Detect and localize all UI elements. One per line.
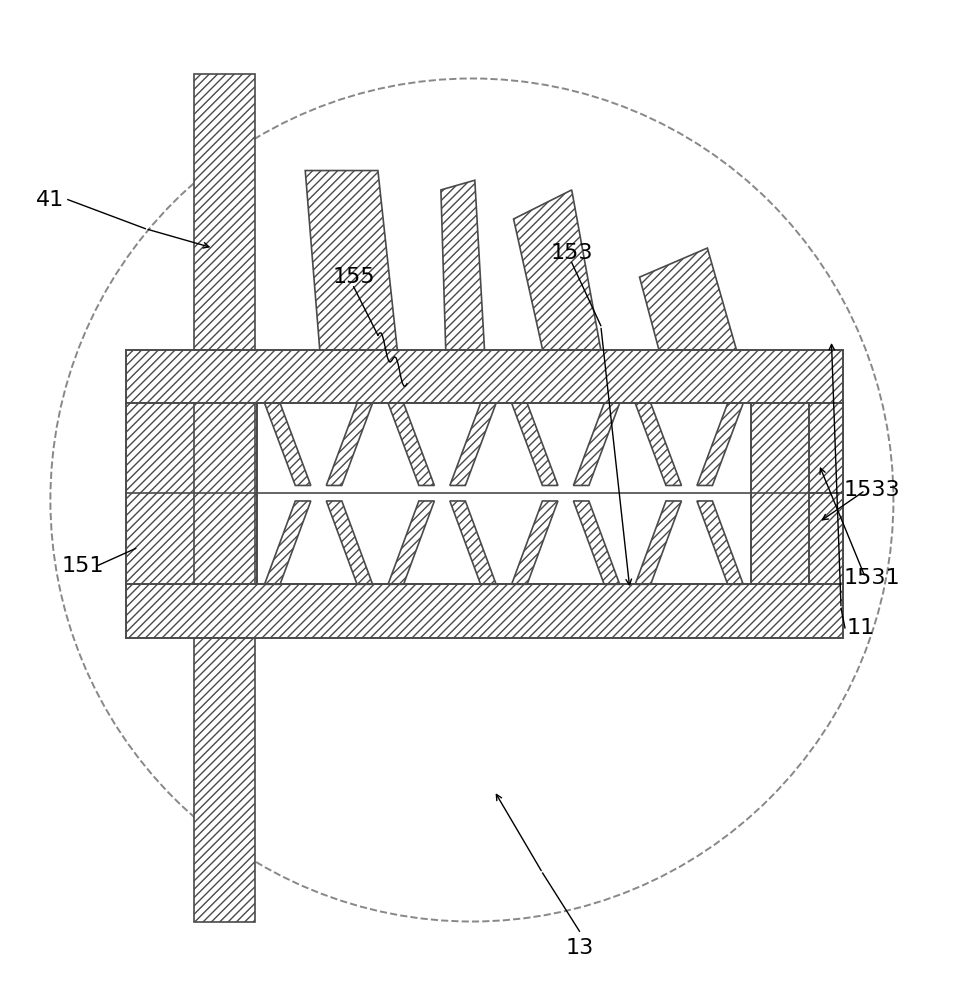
Polygon shape xyxy=(574,501,619,584)
Polygon shape xyxy=(697,501,743,584)
Polygon shape xyxy=(450,501,496,584)
Bar xyxy=(194,403,255,584)
Polygon shape xyxy=(388,403,434,485)
Text: 41: 41 xyxy=(36,190,65,210)
Bar xyxy=(194,74,255,350)
Text: 1533: 1533 xyxy=(844,480,900,500)
Polygon shape xyxy=(512,403,558,485)
Bar xyxy=(126,403,257,584)
Text: 11: 11 xyxy=(846,618,875,638)
Polygon shape xyxy=(327,403,372,485)
Bar xyxy=(126,350,843,403)
Bar xyxy=(257,403,751,584)
Polygon shape xyxy=(441,180,484,350)
Polygon shape xyxy=(327,501,372,584)
Text: 151: 151 xyxy=(61,556,104,576)
Polygon shape xyxy=(514,190,601,350)
Polygon shape xyxy=(265,501,311,584)
Text: 153: 153 xyxy=(550,243,593,263)
Polygon shape xyxy=(305,171,397,350)
Polygon shape xyxy=(450,403,496,485)
Text: 13: 13 xyxy=(565,938,594,958)
Polygon shape xyxy=(635,501,681,584)
Polygon shape xyxy=(265,403,311,485)
Bar xyxy=(751,403,843,584)
Polygon shape xyxy=(697,403,743,485)
Text: 155: 155 xyxy=(332,267,375,287)
Polygon shape xyxy=(574,403,619,485)
Polygon shape xyxy=(388,501,434,584)
Bar xyxy=(194,638,255,922)
Bar xyxy=(809,403,843,493)
Polygon shape xyxy=(512,501,558,584)
Bar xyxy=(809,493,843,584)
Polygon shape xyxy=(640,248,736,350)
Polygon shape xyxy=(635,403,681,485)
Bar xyxy=(126,584,843,638)
Text: 1531: 1531 xyxy=(844,568,900,588)
